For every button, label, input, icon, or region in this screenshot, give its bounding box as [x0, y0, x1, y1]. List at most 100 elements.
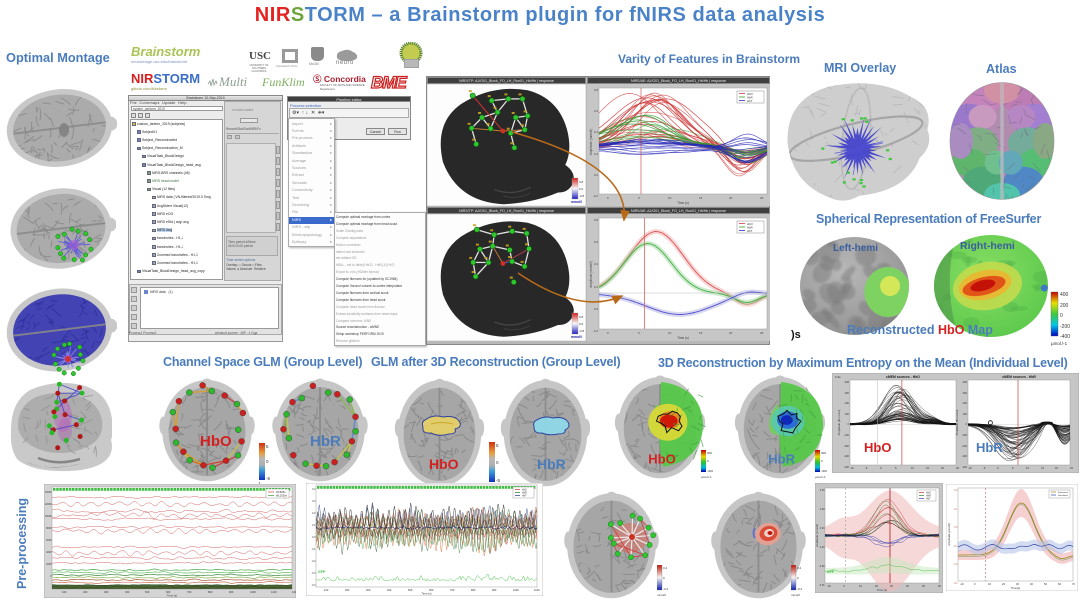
- svg-text:Time (s): Time (s): [877, 588, 887, 592]
- svg-text:-100: -100: [844, 433, 850, 437]
- svg-text:HbR: HbR: [522, 492, 527, 495]
- svg-text:40: 40: [1030, 582, 1033, 586]
- svg-text:10: 10: [859, 584, 862, 588]
- svg-text:-200: -200: [844, 444, 850, 448]
- svg-text:HbT: HbT: [747, 229, 753, 233]
- svg-text:0.8: 0.8: [579, 315, 584, 319]
- svg-text:HbR: HbR: [768, 452, 795, 467]
- svg-text:0: 0: [607, 331, 609, 335]
- svg-text:Time (s): Time (s): [677, 336, 689, 340]
- svg-text:0.0: 0.0: [954, 526, 958, 529]
- svg-text:mmol/l: mmol/l: [657, 593, 666, 597]
- svg-text:b.9s: b.9s: [835, 375, 841, 379]
- svg-text:300: 300: [845, 391, 850, 395]
- svg-text:WL2026s: WL2026s: [276, 494, 288, 498]
- svg-text:2000: 2000: [46, 563, 52, 566]
- svg-text:-0.1: -0.1: [953, 545, 958, 548]
- svg-text:70: 70: [1072, 582, 1075, 586]
- svg-text:-200: -200: [962, 444, 968, 448]
- svg-text:-0.2: -0.2: [953, 582, 958, 585]
- svg-text:10: 10: [1026, 466, 1029, 470]
- svg-text:HbT: HbT: [926, 498, 931, 501]
- svg-text:300: 300: [963, 391, 968, 395]
- svg-text:60: 60: [1058, 582, 1061, 586]
- svg-text:HbR: HbR: [537, 456, 566, 472]
- svg-text:HbR: HbR: [747, 225, 753, 229]
- svg-text:400: 400: [125, 590, 130, 594]
- svg-text:GFP: GFP: [827, 570, 835, 574]
- svg-text:0: 0: [1060, 313, 1063, 319]
- svg-text:-0.3: -0.3: [311, 572, 316, 575]
- svg-text:HbO: HbO: [522, 489, 527, 492]
- svg-text:-0.2: -0.2: [311, 560, 316, 563]
- svg-text:-5: -5: [496, 478, 500, 483]
- svg-text:amplitude (mmol/l): amplitude (mmol/l): [815, 524, 819, 547]
- svg-text:µmol l-1: µmol l-1: [815, 475, 826, 479]
- svg-text:100: 100: [963, 412, 968, 416]
- svg-text:25: 25: [760, 196, 764, 200]
- svg-text:20: 20: [1002, 582, 1005, 586]
- svg-text:0.4: 0.4: [594, 262, 599, 266]
- svg-text:100: 100: [62, 590, 67, 594]
- svg-text:1000: 1000: [513, 588, 519, 592]
- svg-text:400: 400: [1060, 292, 1069, 298]
- svg-text:-10: -10: [827, 584, 831, 588]
- svg-text:-0.03: -0.03: [819, 546, 825, 549]
- svg-text:0.8: 0.8: [594, 218, 599, 222]
- svg-text:400: 400: [845, 380, 850, 384]
- svg-text:-0.2: -0.2: [593, 194, 599, 198]
- svg-text:-0.4: -0.4: [311, 584, 316, 587]
- svg-text:amplitude (µmol/l): amplitude (µmol/l): [947, 523, 951, 545]
- svg-text:-300: -300: [707, 469, 713, 473]
- svg-text:0.0: 0.0: [579, 187, 584, 191]
- svg-text:-0.2: -0.2: [797, 587, 803, 591]
- svg-text:1100: 1100: [271, 590, 277, 594]
- svg-text:50: 50: [922, 584, 925, 588]
- svg-text:20: 20: [875, 584, 878, 588]
- svg-text:0: 0: [797, 576, 799, 580]
- svg-text:-0.2: -0.2: [953, 563, 958, 566]
- svg-text:-10: -10: [960, 582, 964, 586]
- svg-text:50: 50: [1044, 582, 1047, 586]
- svg-text:0.2: 0.2: [797, 566, 802, 570]
- svg-text:Time (s): Time (s): [677, 201, 689, 205]
- svg-text:HbO: HbO: [747, 92, 754, 96]
- svg-text:8000: 8000: [46, 527, 52, 530]
- svg-text:60: 60: [938, 584, 941, 588]
- svg-text:5: 5: [496, 443, 499, 448]
- svg-text:15: 15: [1041, 466, 1044, 470]
- svg-text:800: 800: [208, 590, 213, 594]
- svg-text:HbR: HbR: [926, 495, 931, 498]
- svg-text:cMEM sources - HbR: cMEM sources - HbR: [1002, 375, 1036, 379]
- svg-text:0.2: 0.2: [594, 285, 599, 289]
- svg-text:5: 5: [638, 196, 640, 200]
- svg-text:1200: 1200: [292, 590, 296, 594]
- svg-text:mmol/l: mmol/l: [571, 335, 582, 339]
- svg-text:t: t: [259, 481, 261, 486]
- svg-text:200: 200: [1060, 303, 1069, 309]
- svg-text:1000: 1000: [250, 590, 256, 594]
- svg-text:700: 700: [450, 588, 455, 592]
- svg-text:HbR: HbR: [747, 95, 753, 99]
- svg-text:-0.2: -0.2: [663, 587, 669, 591]
- svg-text:0: 0: [848, 422, 850, 426]
- svg-text:0.15: 0.15: [820, 489, 825, 492]
- svg-text:Wn826s: Wn826s: [276, 490, 286, 494]
- svg-text:0: 0: [966, 422, 968, 426]
- svg-text:400: 400: [963, 380, 968, 384]
- svg-text:20: 20: [729, 331, 733, 335]
- svg-text:15: 15: [699, 331, 703, 335]
- svg-text:HbR: HbR: [310, 433, 341, 450]
- svg-text:25: 25: [1070, 466, 1073, 470]
- svg-text:Multi: Multi: [218, 74, 248, 89]
- svg-text:400: 400: [387, 588, 392, 592]
- svg-text:14000: 14000: [45, 491, 52, 494]
- svg-text:5: 5: [638, 331, 640, 335]
- svg-text:-5: -5: [266, 476, 270, 481]
- svg-text:-10: -10: [968, 466, 972, 470]
- svg-text:cMEM sources - HbO: cMEM sources - HbO: [886, 375, 920, 379]
- svg-text:0: 0: [997, 466, 999, 470]
- svg-text:-10: -10: [850, 466, 854, 470]
- svg-text:30: 30: [890, 584, 893, 588]
- svg-text:300: 300: [707, 451, 712, 455]
